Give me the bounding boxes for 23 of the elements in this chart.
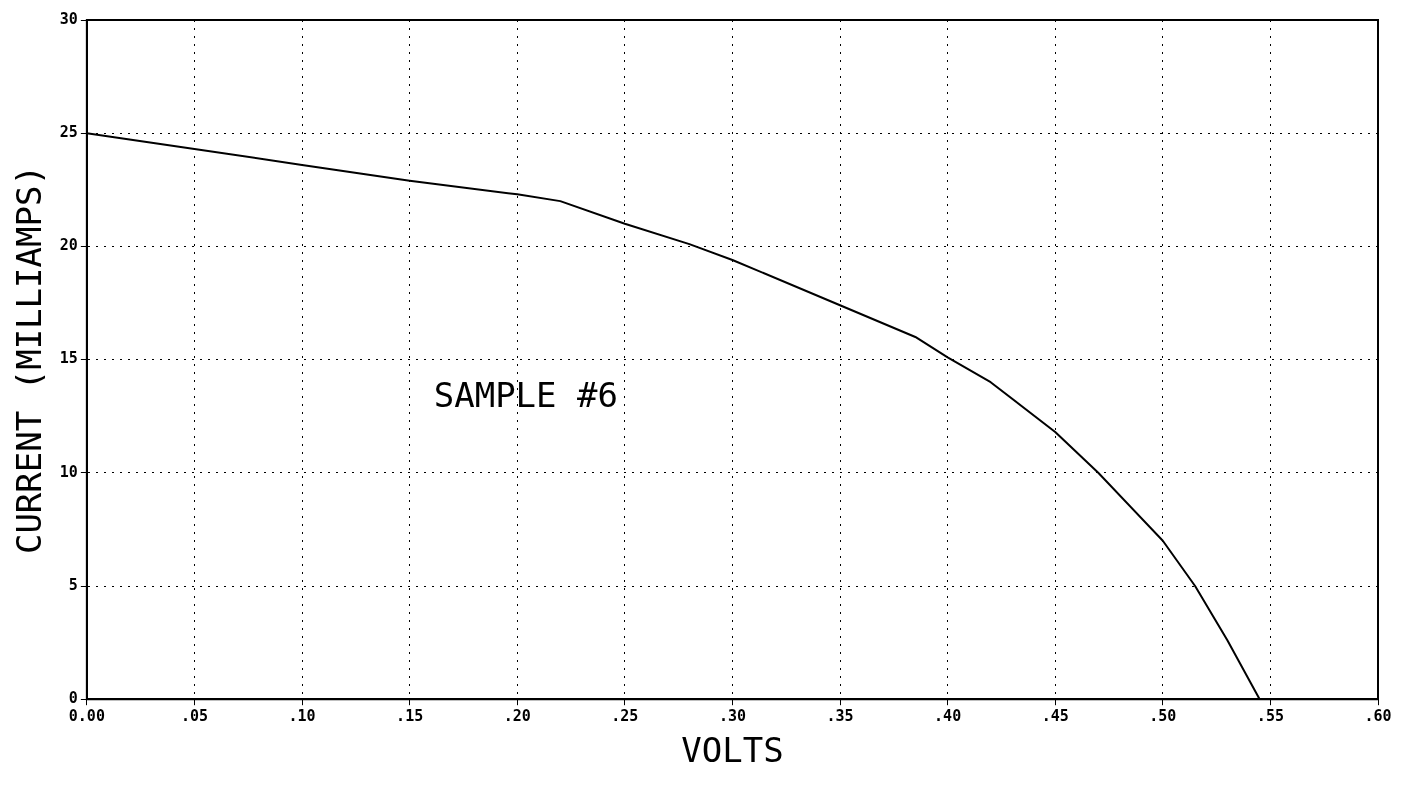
x-tick-label: .50 — [1149, 707, 1177, 726]
y-tick-label: 20 — [59, 236, 78, 255]
x-tick-label: .20 — [503, 707, 531, 726]
x-tick-label: .30 — [718, 707, 746, 726]
x-tick-label: .35 — [826, 707, 854, 726]
x-tick-label: .45 — [1041, 707, 1069, 726]
x-tick-label: .05 — [180, 707, 208, 726]
x-tick-label: .10 — [288, 707, 316, 726]
x-tick-label: .25 — [611, 707, 639, 726]
x-tick-label: .40 — [934, 707, 962, 726]
y-tick-label: 15 — [59, 349, 78, 368]
y-tick-label: 5 — [68, 575, 78, 594]
y-tick-label: 25 — [59, 123, 78, 142]
y-axis-title: CURRENT (MILLIAMPS) — [9, 165, 50, 555]
y-tick-label: 0 — [68, 689, 78, 708]
x-tick-label: .15 — [396, 707, 424, 726]
annotation: SAMPLE #6 — [433, 375, 618, 416]
x-tick-label: 0.00 — [68, 707, 105, 726]
x-axis-title: VOLTS — [681, 730, 784, 771]
x-tick-label: .60 — [1364, 707, 1392, 726]
y-tick-label: 10 — [59, 462, 78, 481]
y-tick-label: 30 — [59, 9, 78, 28]
x-tick-label: .55 — [1256, 707, 1284, 726]
